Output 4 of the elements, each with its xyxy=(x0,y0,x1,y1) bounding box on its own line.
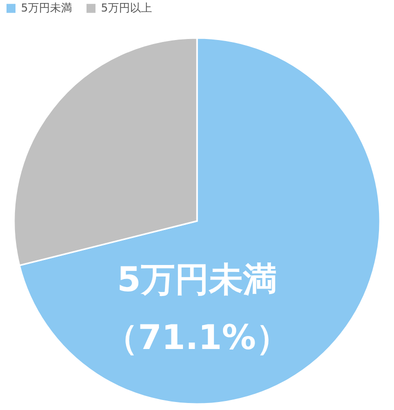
slice-label: 5万円未満 xyxy=(117,260,277,300)
legend-label: 5万円以上 xyxy=(101,1,152,14)
data-label: （71.1%） xyxy=(104,318,290,358)
legend-label: 5万円未満 xyxy=(21,1,72,14)
